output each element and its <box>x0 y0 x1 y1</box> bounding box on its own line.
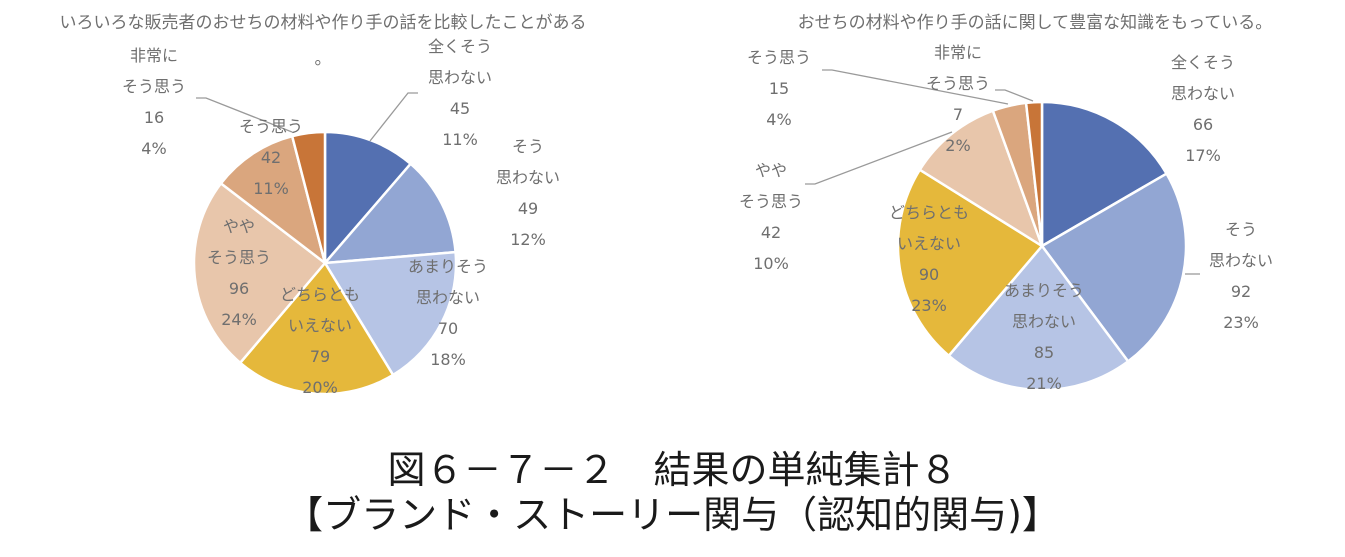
data-label: そう思う 42 11% <box>239 117 303 198</box>
leader-line <box>369 92 418 142</box>
pie-slice <box>918 109 1045 249</box>
data-label: あまりそう思わない 85 21% <box>1004 281 1084 393</box>
pie-slice <box>238 260 395 396</box>
pie-slice <box>1024 100 1044 247</box>
figure-caption-subtitle: 【ブランド・ストーリー関与（認知的関与)】 <box>285 493 1060 537</box>
chart-title: いろいろな販売者のおせちの材料や作り手の話を比較したことがある。 <box>60 13 587 69</box>
pie-slice <box>1040 100 1169 249</box>
data-label: ややそう思う 42 10% <box>739 161 803 273</box>
pie-slice <box>322 162 457 265</box>
data-label: ややそう思う 96 24% <box>207 217 271 329</box>
data-label: そう思わない 92 23% <box>1209 220 1273 332</box>
pie-slice <box>290 130 327 264</box>
pie-slice <box>219 134 328 267</box>
pie-slice <box>1040 171 1188 364</box>
data-label: どちらともいえない 79 20% <box>280 285 360 397</box>
leader-line <box>196 97 293 133</box>
pie-chart-1: いろいろな販売者のおせちの材料や作り手の話を比較したことがある。全くそう思わない… <box>60 13 587 397</box>
data-label: そう思う 15 4% <box>747 48 811 129</box>
figure-caption-number: 図６－７－２ 結果の単純集計８ <box>387 448 958 492</box>
pie-slice <box>192 181 327 365</box>
leader-line <box>995 89 1034 102</box>
leader-line <box>822 69 1009 105</box>
chart-title: おせちの材料や作り手の話に関して豊富な知識をもっている。 <box>798 13 1273 33</box>
pie-slice <box>322 250 458 377</box>
leader-line <box>805 131 953 185</box>
pie-slice <box>946 243 1130 392</box>
data-label: 非常にそう思う 16 4% <box>122 46 186 158</box>
pie-chart-2: おせちの材料や作り手の話に関して豊富な知識をもっている。全くそう思わない 66 17… <box>739 13 1273 393</box>
data-label: 非常にそう思う 7 2% <box>926 43 990 155</box>
data-label: 全くそう思わない 45 11% <box>428 37 492 149</box>
data-label: あまりそう思わない 70 18% <box>408 257 488 369</box>
data-label: どちらともいえない 90 23% <box>889 203 969 315</box>
data-label: そう思わない 49 12% <box>496 137 560 249</box>
data-label: 全くそう思わない 66 17% <box>1171 53 1235 165</box>
pie-slice <box>896 168 1044 358</box>
